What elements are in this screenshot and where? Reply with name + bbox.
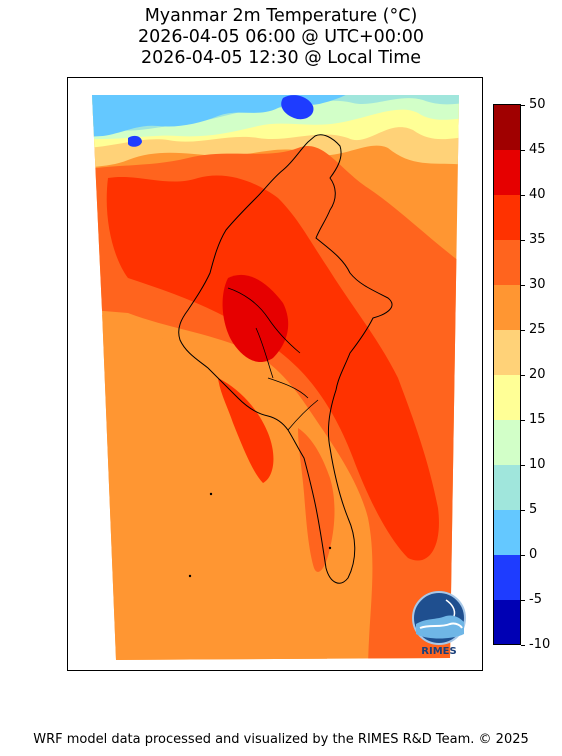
colorbar-segment (494, 194, 520, 241)
colorbar-tick (521, 240, 525, 241)
colorbar-tick-label: 5 (529, 502, 538, 517)
colorbar-tick-label: 35 (529, 232, 546, 247)
colorbar-tick-label: 50 (529, 97, 546, 112)
colorbar-segment (494, 419, 520, 465)
island-marker (209, 492, 213, 496)
colorbar-tick (521, 330, 525, 331)
state-borders (227, 287, 319, 431)
map-panel (67, 77, 483, 671)
colorbar-segment (494, 149, 520, 196)
colorbar-tick-label: 10 (529, 457, 546, 472)
colorbar-tick-label: 15 (529, 412, 546, 427)
island-marker (188, 574, 192, 578)
colorbar-tick (521, 555, 525, 556)
coastal-band-35-40 (218, 378, 274, 483)
colorbar-tick (521, 510, 525, 511)
title-line-2: 2026-04-05 06:00 @ UTC+00:00 (137, 27, 425, 47)
temp-band-40-45 (222, 274, 289, 363)
colorbar-segment (494, 239, 520, 286)
colorbar-segment (494, 374, 520, 420)
colorbar-segment (494, 509, 520, 555)
colorbar-tick (521, 600, 525, 601)
temp-band-0-5 (92, 95, 368, 138)
title-line-3: 2026-04-05 12:30 @ Local Time (140, 48, 422, 68)
footer-credit: WRF model data processed and visualized … (33, 732, 529, 747)
island-marker (328, 546, 332, 550)
rimes-logo: RIMES (406, 590, 472, 660)
colorbar-tick (521, 285, 525, 286)
colorbar-tick-label: 20 (529, 367, 546, 382)
colorbar-segment (494, 464, 520, 510)
colorbar-tick-label: 45 (529, 142, 546, 157)
colorbar-tick (521, 105, 525, 106)
colorbar-segment (494, 284, 520, 331)
colorbar-tick (521, 465, 525, 466)
colorbar-tick (521, 645, 525, 646)
map-title: Myanmar 2m Temperature (°C) 2026-04-05 0… (0, 6, 562, 69)
title-line-1: Myanmar 2m Temperature (°C) (144, 6, 418, 26)
colorbar-tick (521, 150, 525, 151)
colorbar-tick-label: -10 (529, 637, 551, 652)
sea-temp-25-30 (92, 308, 328, 660)
colorbar (493, 104, 521, 645)
colorbar-segment (494, 329, 520, 375)
colorbar-tick (521, 375, 525, 376)
colorbar-segment (494, 105, 520, 151)
temp-band-minus5-0 (128, 95, 314, 147)
peninsula-band-30-35 (298, 428, 335, 572)
temperature-map (92, 95, 459, 660)
colorbar-tick-label: 25 (529, 322, 546, 337)
temp-band-35-40 (106, 175, 439, 561)
colorbar-tick-label: 0 (529, 547, 538, 562)
colorbar-tick-label: 40 (529, 187, 546, 202)
colorbar-tick-label: -5 (529, 592, 542, 607)
colorbar-tick (521, 420, 525, 421)
logo-text: RIMES (421, 646, 457, 657)
myanmar-border (178, 134, 393, 584)
colorbar-tick (521, 195, 525, 196)
colorbar-tick-label: 30 (529, 277, 546, 292)
colorbar-segment (494, 599, 520, 644)
colorbar-segment (494, 554, 520, 600)
rimes-globe-icon (412, 591, 466, 645)
